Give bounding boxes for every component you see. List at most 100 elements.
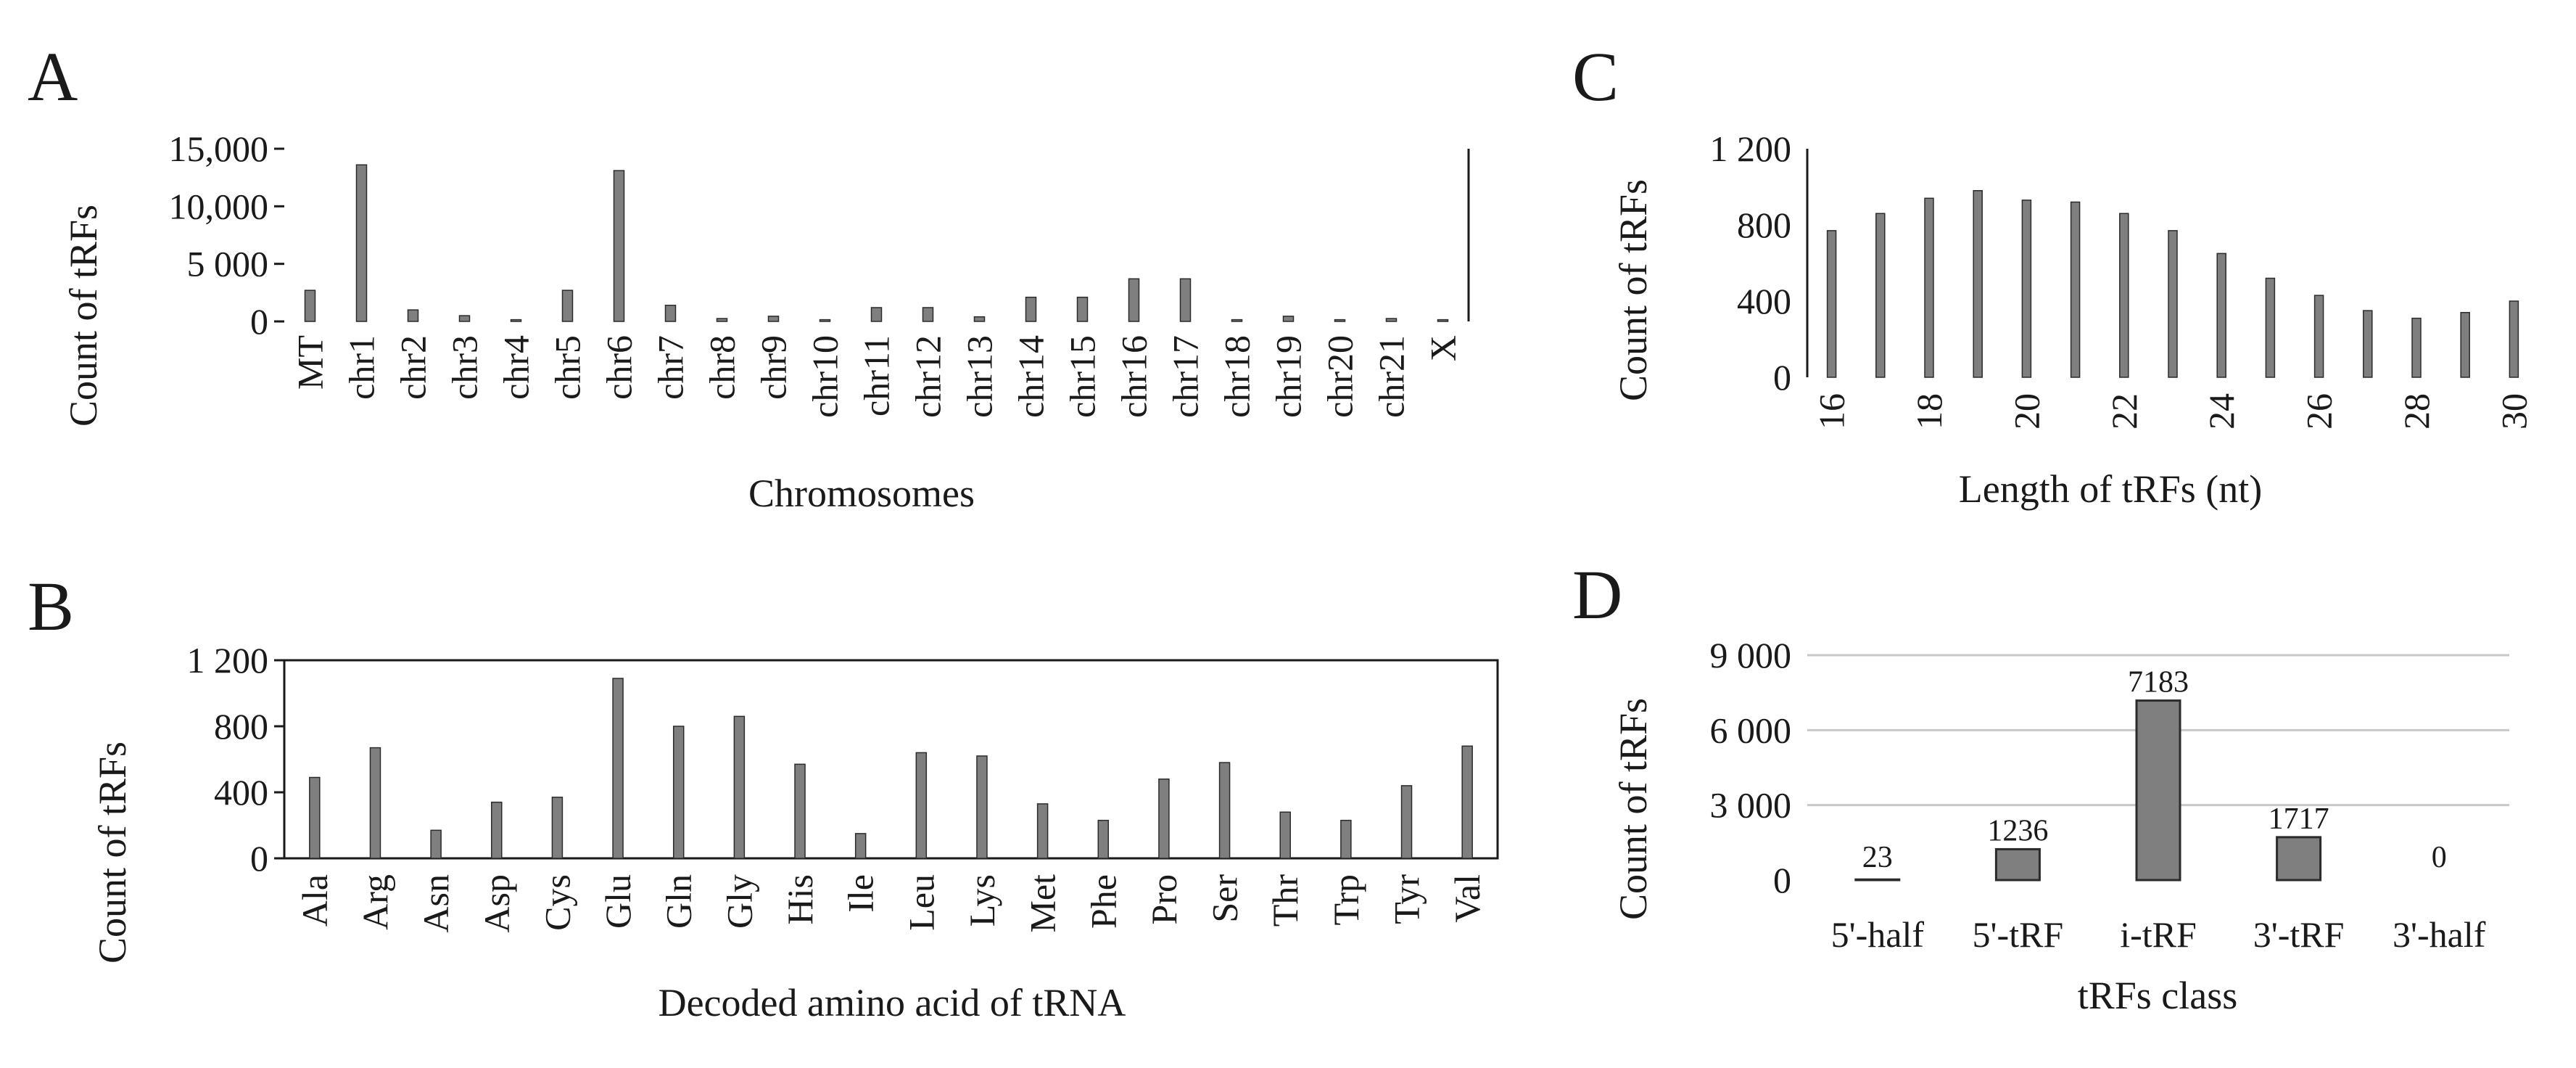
panel-a-x-tick-label: chr1 bbox=[342, 335, 382, 400]
panel-c-y-tick-label: 400 bbox=[1737, 281, 1791, 321]
panel-a-x-tick-label: chr15 bbox=[1062, 335, 1103, 418]
panel-a-x-axis-title: Chromosomes bbox=[748, 472, 975, 515]
panel-a-y-tick-label: 5 000 bbox=[187, 244, 269, 284]
panel-b-y-axis-title: Count of tRFs bbox=[91, 742, 134, 964]
panel-d-data-label: 7183 bbox=[2128, 666, 2189, 699]
panel-b-marks: 0 400 800 1 200 Ala Arg Asn Asp Cys Glu Gln Gly His I… bbox=[187, 640, 1499, 933]
panel-b-x-tick-label: Met bbox=[1023, 874, 1063, 933]
panel-a-x-tick-label: chr21 bbox=[1371, 335, 1412, 418]
panel-c-bar bbox=[2119, 213, 2129, 378]
panel-a-bar bbox=[304, 289, 316, 322]
panel-d-data-label: 0 bbox=[2432, 841, 2447, 874]
panel-a-bar bbox=[510, 319, 522, 322]
panel-a-x-tick-label: X bbox=[1423, 335, 1464, 361]
panel-a-x-tick-label: chr10 bbox=[805, 335, 846, 418]
panel-a-x-tick-label: chr20 bbox=[1320, 335, 1361, 418]
panel-b-x-tick-label: Asp bbox=[476, 874, 517, 933]
panel-b-x-tick-label: His bbox=[780, 874, 820, 924]
panel-d-bar bbox=[2276, 836, 2322, 882]
panel-d-bar bbox=[1854, 878, 1901, 882]
panel-b-y-tick-label: 800 bbox=[214, 706, 268, 747]
panel-c-bar bbox=[1875, 213, 1886, 378]
panel-a-bar bbox=[1385, 318, 1398, 322]
panel-c-bar bbox=[1973, 190, 1983, 378]
panel-a-bar bbox=[922, 307, 934, 322]
panel-c-x-tick-label: 22 bbox=[2104, 393, 2144, 430]
panel-a-bar bbox=[819, 319, 831, 322]
panel-b-x-tick-label: Trp bbox=[1326, 874, 1366, 925]
panel-a-bar bbox=[1076, 296, 1089, 322]
panel-a-bar bbox=[767, 316, 780, 322]
panel-d-x-tick-label: 5'-half bbox=[1831, 914, 1925, 955]
panel-b-x-tick-label: Asn bbox=[416, 874, 456, 933]
chart-panel-a: A Count of tRFs Chromosomes 0 5 000 10,000… bbox=[28, 38, 1470, 515]
panel-a-bar bbox=[664, 305, 677, 322]
panel-c-bar bbox=[1826, 230, 1837, 378]
panel-d-data-label: 1717 bbox=[2269, 802, 2329, 836]
panel-b-bar bbox=[1340, 819, 1352, 859]
panel-a-bar bbox=[973, 316, 986, 322]
panel-b-x-tick-label: Gly bbox=[719, 874, 759, 929]
panel-c-bar bbox=[1924, 197, 1934, 378]
panel-b-bar bbox=[794, 763, 806, 859]
panel-a-y-axis-title: Count of tRFs bbox=[62, 205, 105, 427]
panel-d-y-tick-label: 9 000 bbox=[1710, 635, 1792, 675]
panel-b-bar bbox=[612, 678, 624, 859]
panel-d-y-tick-label: 3 000 bbox=[1710, 785, 1792, 826]
panel-b-bar bbox=[551, 797, 564, 859]
panel-c-x-tick-label: 24 bbox=[2201, 393, 2242, 430]
panel-a-y-tick-label: 15,000 bbox=[169, 128, 269, 169]
panel-c-x-tick-label: 20 bbox=[2006, 393, 2047, 430]
panel-a-y-tick-label: 0 bbox=[250, 301, 268, 342]
panel-b-x-tick-label: Pro bbox=[1144, 874, 1184, 924]
panel-a-x-tick-label: chr4 bbox=[496, 335, 537, 400]
panel-d-data-label: 23 bbox=[1862, 841, 1893, 874]
panel-d-y-tick-label: 6 000 bbox=[1710, 710, 1792, 750]
panel-c-x-tick-label: 26 bbox=[2299, 393, 2340, 430]
panel-a-x-tick-label: chr18 bbox=[1217, 335, 1258, 418]
panel-d-x-tick-label: 3'-half bbox=[2393, 914, 2486, 955]
panel-c-bar bbox=[2216, 252, 2226, 378]
panel-c-x-tick-label: 28 bbox=[2396, 393, 2437, 430]
chart-panel-d: D Count of tRFs tRFs class 0 3 000 6 000 9 … bbox=[1572, 556, 2509, 1017]
panel-d-bar bbox=[1994, 847, 2041, 882]
panel-c-x-tick-label: 30 bbox=[2493, 393, 2534, 430]
panel-a-x-tick-label: chr17 bbox=[1165, 335, 1206, 418]
panel-c-bar bbox=[2265, 277, 2276, 378]
panel-a-bar bbox=[1231, 319, 1243, 322]
panel-d-x-axis-title: tRFs class bbox=[2078, 974, 2238, 1017]
panel-b-bar bbox=[1036, 803, 1049, 859]
panel-d-x-tick-label: i-tRF bbox=[2120, 914, 2197, 955]
panel-b-x-tick-label: Tyr bbox=[1387, 874, 1427, 924]
panel-b-bar bbox=[733, 715, 746, 859]
panel-b-x-tick-label: Cys bbox=[537, 874, 577, 931]
panel-b-bar bbox=[430, 829, 442, 859]
panel-a-bar bbox=[1334, 319, 1346, 322]
panel-b-x-tick-label: Phe bbox=[1083, 874, 1123, 929]
panel-d-y-axis-title: Count of tRFs bbox=[1611, 698, 1655, 920]
panel-c-y-axis-title: Count of tRFs bbox=[1611, 179, 1655, 401]
panel-b-x-tick-label: Ser bbox=[1205, 874, 1245, 923]
panel-b-bar bbox=[1158, 779, 1170, 859]
panel-b-y-tick-label: 1 200 bbox=[187, 640, 269, 681]
panel-a-bar bbox=[458, 315, 471, 322]
panel-c-bar bbox=[2411, 317, 2422, 378]
panel-b-x-tick-label: Arg bbox=[355, 874, 395, 930]
panel-c-bar bbox=[2021, 200, 2032, 378]
panel-a-bar bbox=[1128, 278, 1140, 322]
chart-panel-c: C Count of tRFs Length of tRFs (nt) 0 400… bbox=[1572, 38, 2534, 511]
panel-a-x-tick-label: chr19 bbox=[1268, 335, 1309, 418]
panel-d-letter: D bbox=[1572, 556, 1622, 633]
panel-c-y-tick-label: 0 bbox=[1773, 357, 1791, 398]
panel-b-x-tick-label: Lys bbox=[962, 874, 1002, 927]
panel-b-bar bbox=[1218, 762, 1231, 859]
panel-b-x-tick-label: Ala bbox=[294, 874, 335, 927]
panel-a-bar bbox=[355, 164, 368, 322]
panel-d-marks: 0 3 000 6 000 9 000 23 1236 7183 1717 0 5'-half 5'… bbox=[1710, 635, 2509, 955]
panel-a-x-tick-label: chr3 bbox=[445, 335, 485, 400]
panel-a-x-tick-label: chr2 bbox=[393, 335, 434, 400]
panel-b-x-tick-label: Ile bbox=[841, 874, 881, 913]
panel-a-x-tick-label: chr11 bbox=[856, 335, 897, 416]
panel-b-x-tick-label: Glu bbox=[598, 874, 638, 929]
panel-a-x-tick-label: chr16 bbox=[1114, 335, 1155, 418]
